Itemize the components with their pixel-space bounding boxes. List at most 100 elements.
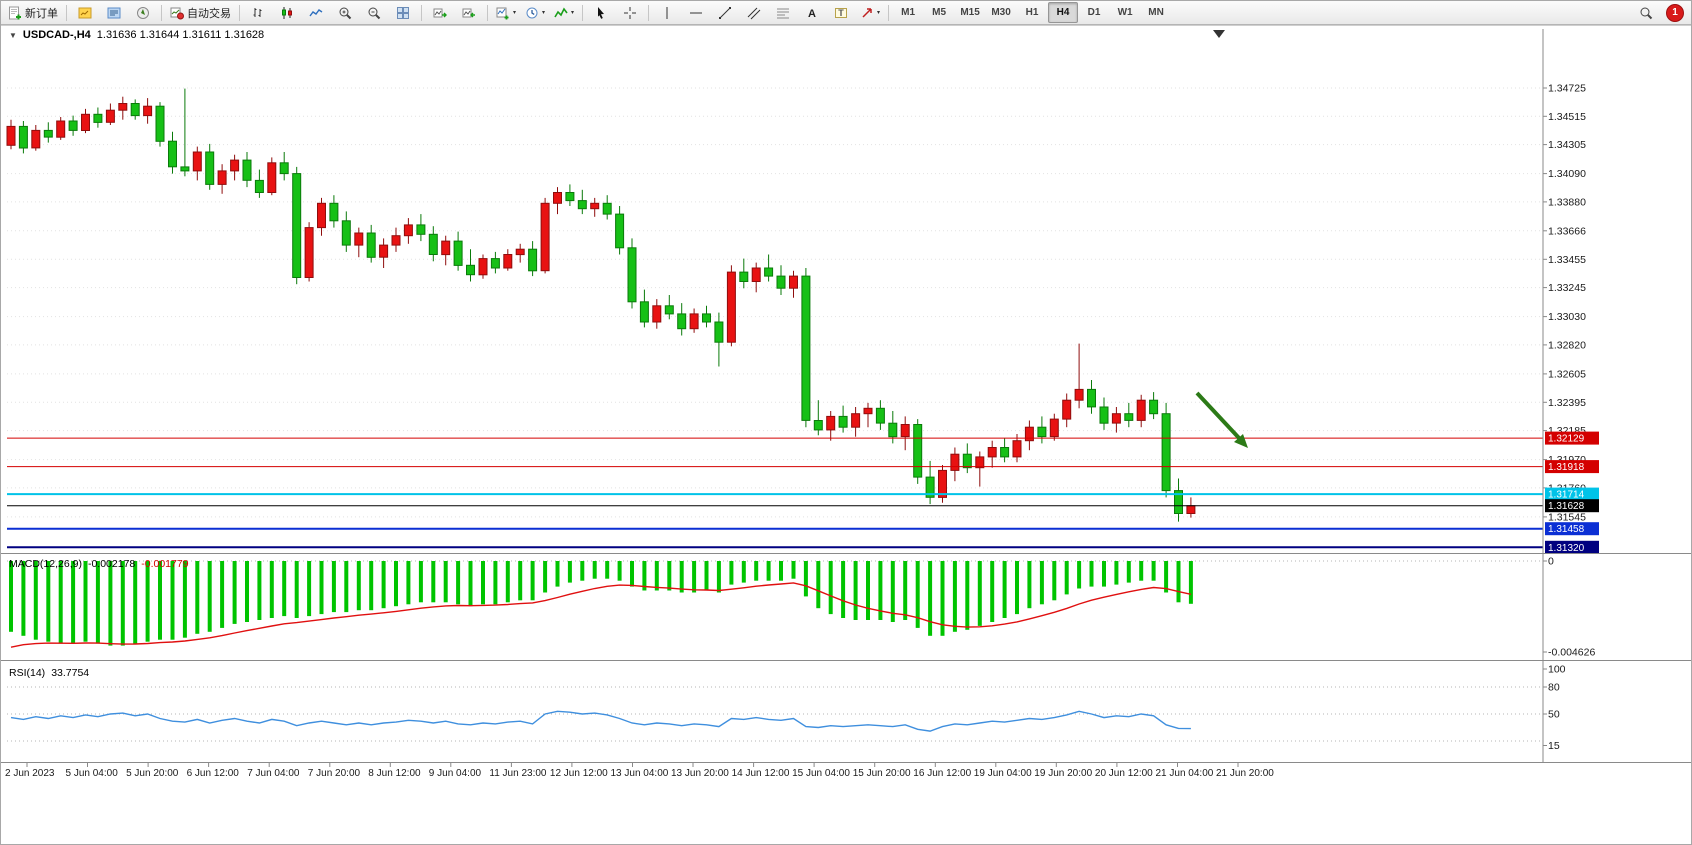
macd-signal-line (10, 582, 1192, 648)
crosshair-icon (624, 6, 637, 19)
market-watch-button[interactable] (71, 2, 99, 23)
svg-text:11 Jun 23:00: 11 Jun 23:00 (489, 768, 547, 779)
periods-button[interactable]: ▾ (521, 2, 549, 23)
separator (161, 4, 162, 21)
timeframe-h1[interactable]: H1 (1025, 7, 1039, 18)
new-chart-button[interactable]: ▾ (492, 2, 520, 23)
fibonacci-icon (777, 8, 790, 18)
market-watch-icon (78, 7, 92, 18)
separator (239, 4, 240, 21)
crosshair-button[interactable] (616, 2, 644, 23)
timeframe-mn[interactable]: MN (1148, 7, 1164, 18)
svg-text:1.32395: 1.32395 (1548, 397, 1586, 409)
candlestick-chart-button[interactable] (273, 2, 301, 23)
svg-text:15: 15 (1548, 740, 1560, 752)
chevron-down-icon: ▾ (571, 9, 575, 16)
svg-text:19 Jun 04:00: 19 Jun 04:00 (974, 768, 1032, 779)
chevron-down-icon: ▾ (542, 9, 546, 16)
fibonacci-button[interactable] (769, 2, 797, 23)
data-window-button[interactable] (100, 2, 128, 23)
separator (421, 4, 422, 21)
svg-text:0: 0 (1548, 556, 1554, 568)
new-order-label: 新订单 (25, 7, 58, 20)
auto-scroll-icon (433, 8, 447, 17)
chart-shift-marker[interactable] (1213, 30, 1225, 38)
autotrading-button[interactable]: 自动交易 (166, 2, 235, 23)
svg-text:1.34090: 1.34090 (1548, 168, 1586, 180)
annotation-arrow[interactable] (1195, 391, 1248, 448)
equidistant-channel-button[interactable] (740, 2, 768, 23)
timeframe-m1[interactable]: M1 (901, 7, 916, 18)
horizontal-line-button[interactable] (682, 2, 710, 23)
search-button[interactable] (1632, 2, 1660, 23)
zoom-in-button[interactable] (331, 2, 359, 23)
svg-text:1.32129: 1.32129 (1548, 434, 1585, 445)
svg-text:1.34725: 1.34725 (1548, 83, 1586, 95)
indicators-icon (554, 6, 568, 17)
timeframe-m30[interactable]: M30 (991, 7, 1011, 18)
timeframe-d1[interactable]: D1 (1087, 7, 1101, 18)
separator (582, 4, 584, 21)
trendline-button[interactable] (711, 2, 739, 23)
panel-separators (1, 25, 1691, 763)
svg-text:1.32605: 1.32605 (1548, 368, 1586, 380)
price-grid (7, 87, 1543, 518)
tile-windows-button[interactable] (389, 2, 417, 23)
timeframe-m5[interactable]: M5 (932, 7, 947, 18)
toolbar-right: 1 (1632, 2, 1688, 23)
navigator-icon (137, 6, 149, 19)
svg-text:7 Jun 20:00: 7 Jun 20:00 (308, 768, 361, 779)
notification-badge[interactable]: 1 (1666, 3, 1684, 22)
svg-text:1.33030: 1.33030 (1548, 311, 1586, 323)
separator (888, 4, 890, 21)
svg-text:21 Jun 04:00: 21 Jun 04:00 (1156, 768, 1214, 779)
candlestick-chart-icon (282, 6, 292, 19)
svg-text:7 Jun 04:00: 7 Jun 04:00 (247, 768, 300, 779)
arrows-tool-button[interactable]: ▾ (856, 2, 884, 23)
svg-text:13 Jun 04:00: 13 Jun 04:00 (611, 768, 669, 779)
vertical-line-button[interactable] (653, 2, 681, 23)
svg-text:1.34515: 1.34515 (1548, 111, 1586, 123)
svg-text:1.33880: 1.33880 (1548, 196, 1586, 208)
chart-shift-button[interactable] (455, 2, 483, 23)
text-tool-glyph: A (808, 8, 816, 20)
zoom-out-icon (368, 7, 381, 19)
line-chart-button[interactable] (302, 2, 330, 23)
svg-text:1.34305: 1.34305 (1548, 139, 1586, 151)
timeframe-m15[interactable]: M15 (960, 7, 980, 18)
svg-text:15 Jun 20:00: 15 Jun 20:00 (853, 768, 911, 779)
auto-scroll-button[interactable] (426, 2, 454, 23)
svg-text:16 Jun 12:00: 16 Jun 12:00 (913, 768, 971, 779)
text-label-button[interactable]: T (827, 2, 855, 23)
text-button[interactable]: A (798, 2, 826, 23)
cursor-button[interactable] (587, 2, 615, 23)
time-axis: 2 Jun 2023 5 Jun 04:00 5 Jun 20:00 6 Jun 12… (5, 762, 1274, 779)
arrows-tool-icon (862, 7, 872, 18)
svg-text:21 Jun 20:00: 21 Jun 20:00 (1216, 768, 1274, 779)
timeframe-w1[interactable]: W1 (1117, 7, 1133, 18)
svg-text:80: 80 (1548, 682, 1560, 694)
bar-chart-button[interactable] (244, 2, 272, 23)
chart-shift-icon (462, 8, 475, 17)
svg-text:6 Jun 12:00: 6 Jun 12:00 (187, 768, 240, 779)
navigator-button[interactable] (129, 2, 157, 23)
zoom-out-button[interactable] (360, 2, 388, 23)
new-order-button[interactable]: 新订单 (4, 2, 62, 23)
svg-text:1.31628: 1.31628 (1548, 501, 1585, 512)
clock-icon (526, 7, 538, 18)
price-axis: 1.34725 1.34515 1.34305 1.34090 1.33880 1.336… (1543, 83, 1586, 523)
timeframe-h4[interactable]: H4 (1048, 2, 1079, 23)
svg-text:13 Jun 20:00: 13 Jun 20:00 (671, 768, 729, 779)
rsi-panel: 100 80 50 15 (7, 664, 1566, 752)
indicators-button[interactable]: ▾ (550, 2, 578, 23)
svg-text:1.33245: 1.33245 (1548, 282, 1586, 294)
svg-text:-0.004626: -0.004626 (1548, 647, 1595, 659)
text-label-icon: T (835, 7, 848, 18)
new-order-icon (9, 6, 21, 19)
chevron-down-icon: ▾ (877, 9, 881, 16)
vertical-line-icon (666, 6, 668, 19)
label-tool-glyph: T (838, 8, 844, 18)
